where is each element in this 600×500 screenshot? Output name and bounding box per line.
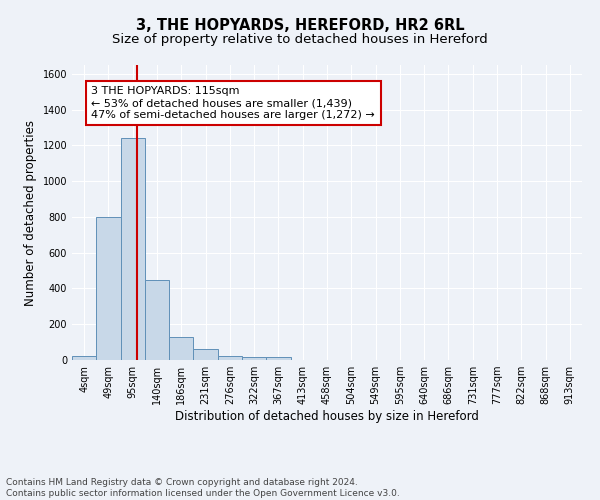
Text: Size of property relative to detached houses in Hereford: Size of property relative to detached ho… xyxy=(112,32,488,46)
Bar xyxy=(169,337,193,360)
Text: 3, THE HOPYARDS, HEREFORD, HR2 6RL: 3, THE HOPYARDS, HEREFORD, HR2 6RL xyxy=(136,18,464,32)
Bar xyxy=(121,138,145,360)
Bar xyxy=(193,350,218,360)
X-axis label: Distribution of detached houses by size in Hereford: Distribution of detached houses by size … xyxy=(175,410,479,423)
Bar xyxy=(72,356,96,360)
Text: 3 THE HOPYARDS: 115sqm
← 53% of detached houses are smaller (1,439)
47% of semi-: 3 THE HOPYARDS: 115sqm ← 53% of detached… xyxy=(91,86,375,120)
Bar xyxy=(96,217,121,360)
Bar xyxy=(266,358,290,360)
Text: Contains HM Land Registry data © Crown copyright and database right 2024.
Contai: Contains HM Land Registry data © Crown c… xyxy=(6,478,400,498)
Y-axis label: Number of detached properties: Number of detached properties xyxy=(24,120,37,306)
Bar xyxy=(145,280,169,360)
Bar xyxy=(218,356,242,360)
Bar xyxy=(242,358,266,360)
